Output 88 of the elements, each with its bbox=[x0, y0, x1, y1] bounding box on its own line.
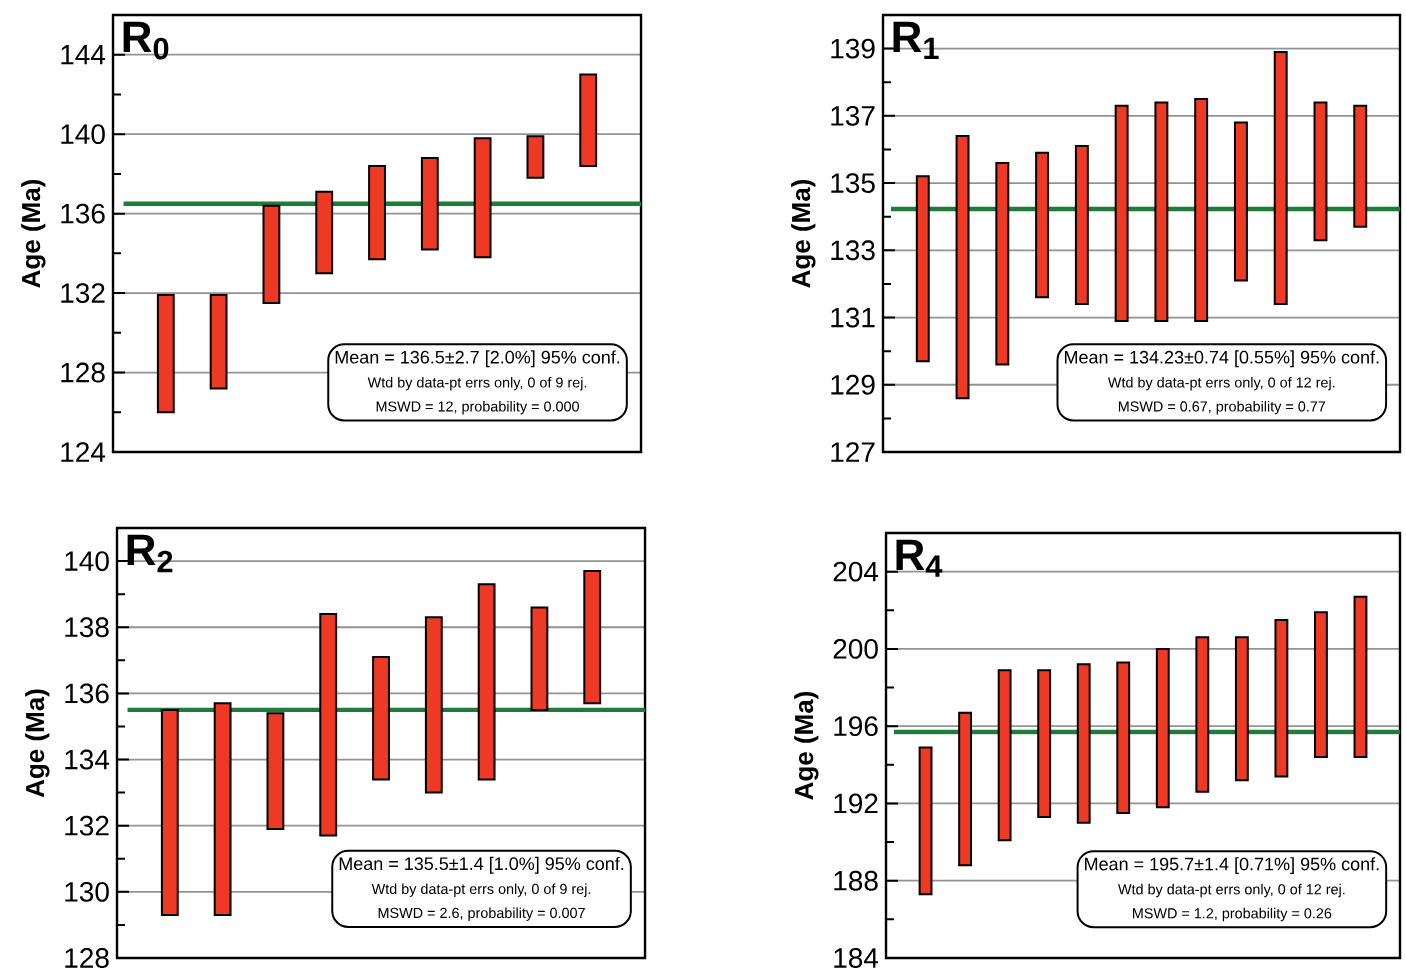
bar bbox=[1195, 636, 1210, 793]
bar bbox=[477, 583, 496, 781]
y-tick-label: 184 bbox=[834, 948, 879, 968]
y-tick-label: 127 bbox=[831, 442, 875, 462]
bar bbox=[1274, 618, 1289, 778]
bar bbox=[915, 175, 930, 363]
y-tick-label: 129 bbox=[831, 374, 875, 395]
bar bbox=[1233, 121, 1248, 282]
annotation: MSWD = 1.2, probability = 0.26 bbox=[1133, 907, 1332, 922]
bar bbox=[958, 711, 973, 867]
annotation: Mean = 136.5±2.7 [2.0%] 95% conf. bbox=[335, 350, 620, 368]
bar bbox=[209, 294, 228, 390]
bar bbox=[213, 702, 232, 916]
annotation: Mean = 134.23±0.74 [0.55%] 95% conf. bbox=[1064, 350, 1379, 368]
chart-title: R$_{4}$ bbox=[896, 539, 943, 577]
y-tick-label: 131 bbox=[831, 307, 875, 328]
bar bbox=[424, 616, 443, 794]
y-tick-label: 204 bbox=[833, 561, 879, 582]
chart-title: R$_{2}$ bbox=[127, 534, 173, 573]
y-tick-label: 138 bbox=[65, 617, 109, 638]
annotation: Wtd by data-pt errs only, 0 of 12 rej. bbox=[1107, 376, 1335, 391]
y-axis-title: Age (Ma) bbox=[791, 179, 816, 288]
annotation: Wtd by data-pt errs only, 0 of 9 rej. bbox=[371, 883, 591, 897]
bar bbox=[1155, 647, 1170, 809]
y-tick-label: 192 bbox=[834, 793, 878, 814]
y-tick-label: 144 bbox=[61, 45, 106, 65]
bar bbox=[156, 294, 175, 414]
annotation: Wtd by data-pt errs only, 0 of 9 rej. bbox=[367, 376, 587, 391]
bar bbox=[1194, 98, 1209, 322]
bar bbox=[997, 669, 1012, 842]
annotation: Mean = 135.5±1.4 [1.0%] 95% conf. bbox=[339, 856, 624, 874]
bar bbox=[579, 73, 598, 167]
bar bbox=[1154, 101, 1169, 322]
bar bbox=[526, 135, 545, 179]
annotation: MSWD = 2.6, probability = 0.007 bbox=[378, 907, 585, 921]
bar bbox=[420, 157, 439, 251]
chart-title: R$_{1}$ bbox=[893, 21, 939, 59]
bar bbox=[995, 161, 1010, 366]
y-tick-label: 130 bbox=[65, 881, 109, 902]
y-axis-title: Age (Ma) bbox=[25, 689, 50, 798]
bar bbox=[1314, 611, 1328, 759]
bar bbox=[368, 164, 386, 261]
y-axis-title: Age (Ma) bbox=[794, 691, 819, 800]
bar bbox=[1116, 661, 1131, 815]
bar bbox=[918, 746, 933, 896]
y-axis-title: Age (Ma) bbox=[21, 179, 46, 288]
bar bbox=[583, 570, 602, 705]
bar bbox=[1114, 104, 1129, 322]
bar bbox=[1035, 151, 1050, 299]
bar bbox=[1353, 595, 1368, 759]
bar bbox=[1074, 145, 1089, 306]
annotation: MSWD = 12, probability = 0.000 bbox=[376, 400, 579, 415]
chart-title: R$_{0}$ bbox=[123, 21, 169, 60]
bar bbox=[1234, 636, 1249, 782]
bar bbox=[530, 606, 549, 711]
y-tick-label: 134 bbox=[65, 749, 110, 770]
bar bbox=[955, 135, 970, 400]
bar bbox=[1273, 50, 1288, 306]
y-tick-label: 136 bbox=[61, 203, 105, 224]
bar bbox=[372, 656, 390, 781]
y-tick-label: 128 bbox=[61, 362, 105, 383]
bar bbox=[1313, 101, 1328, 242]
y-tick-label: 140 bbox=[65, 551, 109, 571]
y-tick-label: 132 bbox=[65, 815, 109, 836]
y-tick-label: 137 bbox=[831, 105, 875, 126]
annotation: Wtd by data-pt errs only, 0 of 12 rej. bbox=[1118, 883, 1345, 898]
y-tick-label: 188 bbox=[834, 870, 878, 891]
y-tick-label: 196 bbox=[834, 716, 878, 737]
bar bbox=[1076, 663, 1091, 824]
y-tick-label: 135 bbox=[831, 173, 875, 193]
bar bbox=[319, 613, 338, 837]
bar bbox=[315, 190, 334, 275]
y-tick-label: 136 bbox=[65, 683, 109, 704]
bar bbox=[266, 712, 285, 830]
bar bbox=[1353, 104, 1368, 228]
annotation: Mean = 195.7±1.4 [0.71%] 95% conf. bbox=[1085, 857, 1379, 874]
y-tick-label: 128 bbox=[65, 948, 109, 968]
annotation: MSWD = 0.67, probability = 0.77 bbox=[1118, 400, 1326, 415]
y-tick-label: 132 bbox=[61, 283, 105, 304]
y-tick-label: 133 bbox=[831, 240, 875, 261]
bar bbox=[1037, 669, 1052, 818]
bar bbox=[473, 137, 492, 259]
bar bbox=[262, 204, 281, 305]
bar bbox=[160, 708, 179, 916]
y-tick-label: 140 bbox=[61, 124, 105, 145]
y-tick-label: 200 bbox=[833, 638, 878, 659]
y-tick-label: 124 bbox=[61, 442, 106, 462]
y-tick-label: 139 bbox=[831, 38, 875, 59]
